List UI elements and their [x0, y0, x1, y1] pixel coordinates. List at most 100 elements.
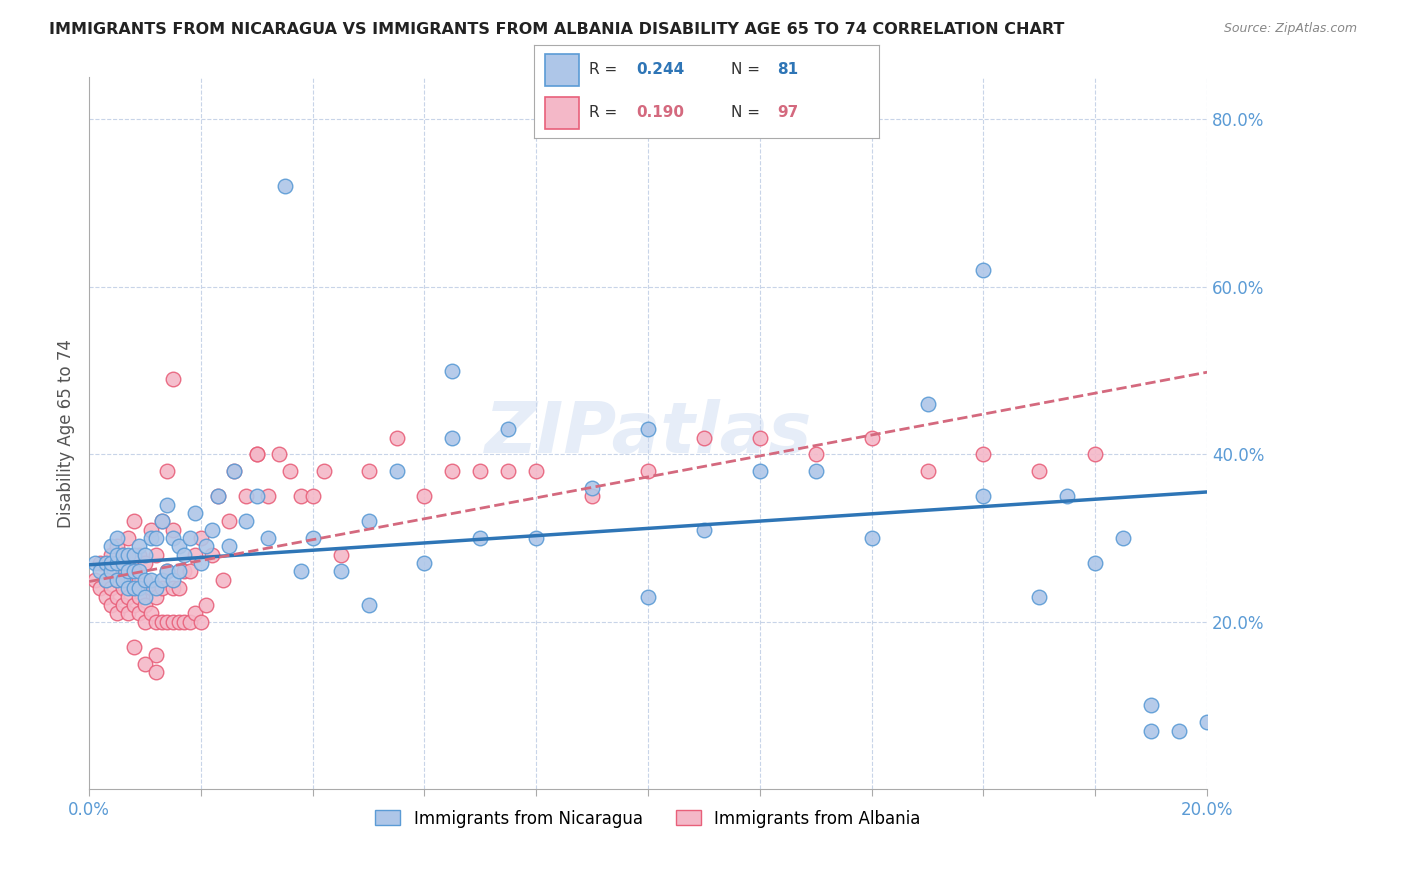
Point	[207, 489, 229, 503]
Point	[150, 514, 173, 528]
Point	[329, 548, 352, 562]
Point	[637, 422, 659, 436]
Point	[94, 556, 117, 570]
Point	[117, 531, 139, 545]
Point	[145, 615, 167, 629]
FancyBboxPatch shape	[544, 97, 579, 129]
Point	[145, 581, 167, 595]
Point	[201, 523, 224, 537]
Point	[122, 548, 145, 562]
Point	[89, 581, 111, 595]
Point	[139, 523, 162, 537]
Point	[117, 590, 139, 604]
Point	[218, 540, 240, 554]
Text: IMMIGRANTS FROM NICARAGUA VS IMMIGRANTS FROM ALBANIA DISABILITY AGE 65 TO 74 COR: IMMIGRANTS FROM NICARAGUA VS IMMIGRANTS …	[49, 22, 1064, 37]
Point	[134, 548, 156, 562]
Point	[111, 565, 134, 579]
Point	[972, 447, 994, 461]
Point	[89, 565, 111, 579]
Point	[312, 464, 335, 478]
Point	[357, 598, 380, 612]
Point	[134, 657, 156, 671]
Point	[224, 464, 246, 478]
Point	[524, 464, 547, 478]
Point	[498, 422, 520, 436]
Point	[122, 565, 145, 579]
Text: 0.190: 0.190	[636, 105, 683, 120]
Text: N =: N =	[731, 105, 765, 120]
Point	[357, 464, 380, 478]
Point	[357, 514, 380, 528]
Point	[156, 565, 179, 579]
Point	[637, 590, 659, 604]
Point	[134, 573, 156, 587]
Point	[162, 581, 184, 595]
Point	[257, 489, 280, 503]
Point	[804, 447, 827, 461]
Point	[128, 565, 150, 579]
Point	[105, 573, 128, 587]
Point	[117, 548, 139, 562]
Point	[274, 179, 297, 194]
Point	[413, 556, 436, 570]
Point	[128, 540, 150, 554]
Point	[441, 363, 464, 377]
Text: ZIPatlas: ZIPatlas	[485, 399, 811, 467]
Point	[100, 581, 122, 595]
Point	[441, 464, 464, 478]
Point	[94, 590, 117, 604]
Point	[128, 581, 150, 595]
Point	[105, 556, 128, 570]
Point	[145, 590, 167, 604]
Point	[385, 464, 408, 478]
Point	[235, 514, 257, 528]
Point	[111, 548, 134, 562]
Point	[150, 615, 173, 629]
Point	[100, 548, 122, 562]
Point	[162, 531, 184, 545]
Point	[150, 573, 173, 587]
Point	[184, 506, 207, 520]
Point	[441, 430, 464, 444]
Point	[1028, 464, 1050, 478]
Point	[1168, 723, 1191, 738]
Point	[179, 531, 201, 545]
Point	[173, 615, 195, 629]
Point	[184, 607, 207, 621]
Point	[128, 573, 150, 587]
Point	[235, 489, 257, 503]
Point	[156, 565, 179, 579]
Point	[139, 581, 162, 595]
Point	[105, 531, 128, 545]
Point	[105, 556, 128, 570]
Point	[167, 540, 190, 554]
Point	[145, 665, 167, 679]
Point	[134, 598, 156, 612]
Point	[179, 565, 201, 579]
Point	[134, 556, 156, 570]
Point	[269, 447, 291, 461]
Point	[385, 430, 408, 444]
Point	[860, 531, 883, 545]
Text: R =: R =	[589, 62, 623, 78]
Point	[139, 607, 162, 621]
Point	[470, 464, 492, 478]
Point	[145, 648, 167, 663]
Point	[860, 430, 883, 444]
Point	[134, 615, 156, 629]
Point	[179, 615, 201, 629]
Point	[122, 565, 145, 579]
Point	[111, 598, 134, 612]
Point	[257, 531, 280, 545]
Text: 97: 97	[778, 105, 799, 120]
Point	[150, 581, 173, 595]
Point	[156, 615, 179, 629]
Point	[111, 581, 134, 595]
Point	[246, 489, 269, 503]
Point	[917, 464, 939, 478]
Point	[111, 556, 134, 570]
Point	[117, 565, 139, 579]
Point	[748, 464, 770, 478]
Point	[1056, 489, 1078, 503]
Point	[105, 573, 128, 587]
